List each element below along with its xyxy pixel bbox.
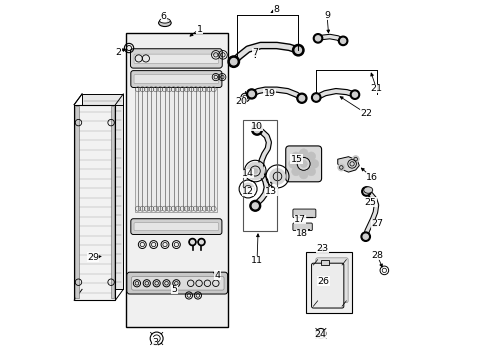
Text: 16: 16 (365, 173, 377, 182)
Text: 21: 21 (370, 84, 382, 93)
Circle shape (246, 89, 256, 99)
Text: 7: 7 (252, 48, 258, 57)
Text: 22: 22 (360, 109, 372, 118)
Circle shape (306, 152, 315, 161)
Circle shape (242, 183, 254, 195)
Circle shape (299, 149, 307, 157)
Bar (135, 86, 216, 212)
FancyBboxPatch shape (126, 272, 227, 294)
Text: 23: 23 (316, 244, 328, 253)
Text: 5: 5 (171, 285, 177, 294)
Polygon shape (337, 157, 359, 172)
Text: 27: 27 (370, 219, 383, 228)
Circle shape (313, 95, 318, 100)
Text: 3: 3 (151, 338, 158, 347)
Circle shape (311, 93, 320, 102)
FancyBboxPatch shape (315, 258, 347, 303)
Bar (242, 120, 276, 231)
Bar (320, 260, 329, 265)
Ellipse shape (158, 19, 171, 27)
Circle shape (252, 168, 257, 174)
Circle shape (349, 90, 359, 99)
FancyBboxPatch shape (311, 263, 343, 308)
Circle shape (269, 168, 285, 184)
Circle shape (199, 240, 203, 244)
Text: 26: 26 (317, 276, 329, 285)
Circle shape (299, 170, 307, 179)
Circle shape (363, 189, 368, 194)
FancyBboxPatch shape (134, 75, 218, 84)
Text: 10: 10 (250, 122, 263, 131)
Circle shape (315, 36, 320, 41)
Text: 8: 8 (273, 5, 279, 14)
Bar (110, 107, 114, 298)
Circle shape (227, 56, 239, 67)
FancyBboxPatch shape (134, 223, 218, 230)
Text: 20: 20 (234, 97, 246, 106)
FancyBboxPatch shape (131, 276, 224, 290)
Circle shape (351, 156, 359, 163)
Bar (126, 33, 228, 327)
Text: 18: 18 (295, 229, 307, 238)
Text: 14: 14 (242, 169, 254, 178)
Text: 2: 2 (115, 48, 121, 57)
Circle shape (309, 159, 318, 168)
Circle shape (338, 36, 347, 45)
Circle shape (291, 167, 300, 176)
Text: 24: 24 (313, 330, 325, 339)
Ellipse shape (159, 18, 170, 23)
Text: 12: 12 (242, 187, 254, 196)
Text: 6: 6 (161, 12, 166, 21)
Text: 9: 9 (324, 10, 329, 19)
Bar (74, 105, 115, 300)
Circle shape (254, 127, 260, 133)
FancyBboxPatch shape (292, 209, 315, 218)
Text: 29: 29 (87, 253, 99, 262)
Circle shape (249, 201, 260, 211)
Circle shape (337, 164, 344, 171)
Circle shape (361, 187, 370, 196)
FancyBboxPatch shape (131, 219, 222, 234)
Circle shape (248, 91, 254, 97)
Circle shape (313, 34, 322, 43)
Ellipse shape (363, 187, 372, 193)
Circle shape (363, 234, 367, 239)
Text: 17: 17 (293, 215, 305, 224)
Circle shape (246, 162, 264, 180)
FancyBboxPatch shape (285, 146, 321, 182)
Text: 11: 11 (250, 256, 263, 265)
Circle shape (292, 44, 304, 56)
Text: 19: 19 (263, 89, 275, 98)
Text: 1: 1 (196, 25, 202, 34)
Circle shape (340, 38, 345, 44)
FancyBboxPatch shape (130, 49, 222, 68)
Text: 4: 4 (214, 270, 220, 279)
FancyBboxPatch shape (131, 71, 222, 87)
Circle shape (188, 238, 196, 246)
Text: 25: 25 (364, 198, 376, 207)
FancyBboxPatch shape (292, 223, 312, 230)
Circle shape (296, 93, 306, 103)
Circle shape (352, 92, 357, 97)
Circle shape (252, 203, 258, 209)
Circle shape (190, 240, 194, 244)
Text: 15: 15 (290, 155, 302, 164)
FancyBboxPatch shape (134, 54, 218, 63)
Circle shape (198, 238, 204, 246)
Circle shape (299, 95, 304, 101)
Circle shape (251, 125, 262, 135)
Text: 13: 13 (265, 187, 277, 196)
Circle shape (300, 160, 306, 167)
Circle shape (360, 232, 369, 241)
Bar (75, 107, 79, 298)
Circle shape (291, 152, 300, 161)
Circle shape (288, 159, 297, 168)
Circle shape (295, 47, 301, 53)
Circle shape (230, 59, 236, 65)
Text: 28: 28 (370, 251, 383, 260)
Bar (82, 94, 123, 289)
Circle shape (306, 167, 315, 176)
Bar (305, 252, 351, 314)
